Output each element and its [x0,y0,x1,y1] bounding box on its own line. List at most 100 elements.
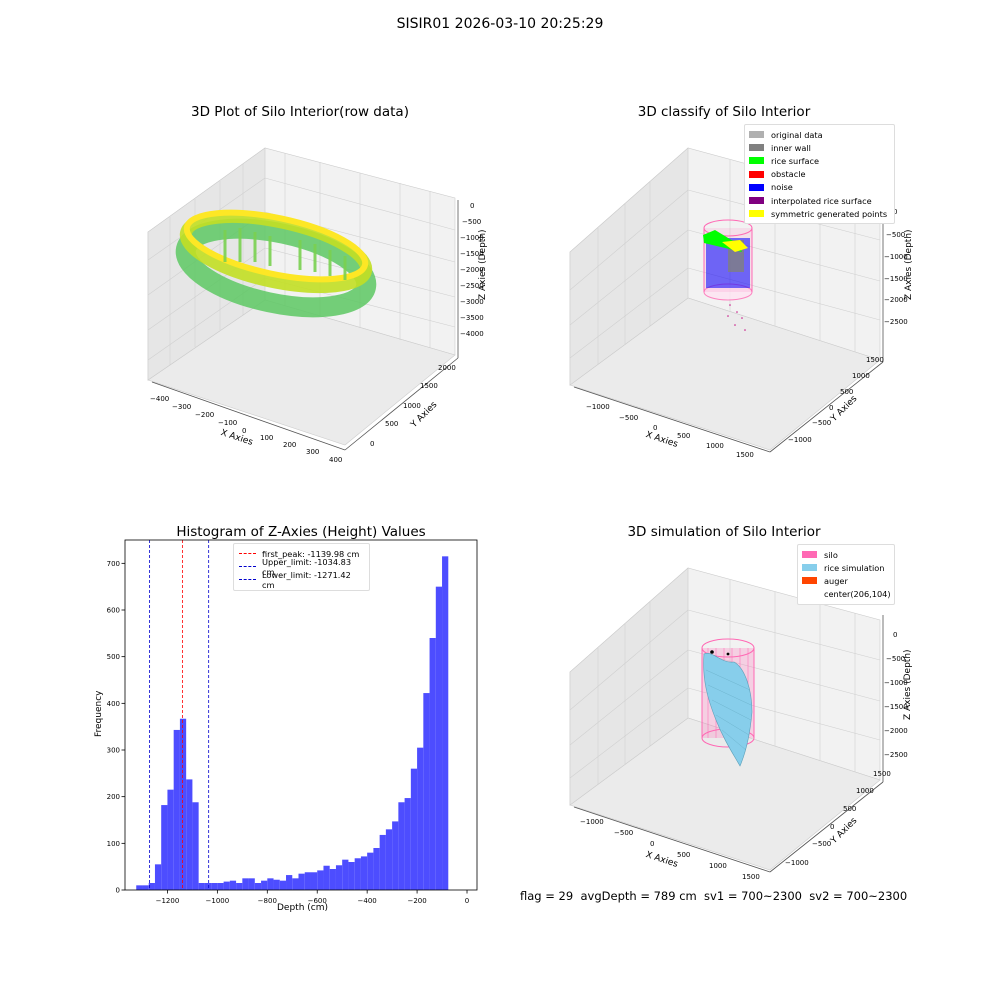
raw-ytick: 0 [370,440,375,448]
legend-item: first_peak: -1139.98 cm [239,547,364,560]
histogram-ytick-label: 700 [107,560,120,568]
raw-xtick: 200 [283,441,297,449]
histogram-bar [229,880,237,890]
histogram-bar [254,883,262,890]
histogram-bar [385,829,393,890]
sim-ytick: 1000 [856,787,874,795]
legend-line [239,579,256,581]
histogram-bar [360,856,368,890]
classify-ztick: −1000 [884,253,908,261]
legend-label: symmetric generated points [771,208,888,219]
histogram-bar [136,885,143,890]
sim-ztick: −500 [886,655,906,663]
histogram-xlabel: Depth (cm) [277,903,329,913]
raw-xtick: −100 [218,419,238,427]
sim-xtick: 1500 [742,873,760,881]
histogram-bar [267,878,274,890]
sim-ztick: 0 [893,631,898,639]
sim-xtick: 1000 [709,862,727,870]
classify-legend: original data inner wall rice surface ob… [744,124,895,225]
histogram-title: Histogram of Z-Axies (Height) Values [176,524,426,540]
legend-label: first_peak: -1139.98 cm [262,548,360,559]
histogram-bar [435,586,443,890]
classify-ztick: −500 [886,231,906,239]
histogram-bar [335,865,343,890]
histogram-bar [398,802,405,890]
histogram-bar [417,747,424,890]
legend-label: rice simulation [824,562,885,573]
classify-xtick: 0 [653,424,658,432]
histogram-bar [304,872,311,890]
sim-xtick: 0 [650,840,655,848]
raw-xtick: −200 [195,411,215,419]
histogram-bar [342,859,349,890]
sim-ztick: −1000 [884,679,908,687]
raw-ztick: −1000 [460,234,484,242]
raw-ytick: 1000 [403,402,421,410]
sim-ztick: −2500 [884,751,908,759]
legend-label: original data [771,129,823,140]
histogram-bar [310,872,318,890]
histogram-bar [298,873,305,890]
raw-ztick: −4000 [460,330,484,338]
raw-ytick: 1500 [420,382,438,390]
legend-line [239,553,256,555]
raw-xtick: −400 [150,395,170,403]
histogram-bar [323,865,330,890]
legend-label: interpolated rice surface [771,195,872,206]
classify-ztick: −2500 [884,318,908,326]
classify-ytick: 0 [829,404,834,412]
legend-label: center(206,104) [824,589,891,600]
classify-xtick: −500 [619,414,639,422]
legend-swatch [749,144,764,152]
sim-ztick: −2000 [884,727,908,735]
histogram-bar [410,768,418,890]
histogram-bar [186,779,193,890]
status-footer: flag = 29 avgDepth = 789 cm sv1 = 700~23… [520,889,908,903]
histogram-bar [261,880,268,890]
legend-item: symmetric generated points [749,207,890,220]
histogram-bar [429,638,436,890]
histogram-bar [161,805,168,890]
histogram-ytick-label: 0 [116,887,120,895]
classify-ztick: −2000 [884,296,908,304]
legend-line [239,566,256,568]
sim-ztick: −1500 [884,703,908,711]
legend-item: auger [802,574,890,587]
histogram-ytick-label: 200 [107,793,120,801]
legend-swatch [802,551,817,559]
classify-ztick: −1500 [884,275,908,283]
histogram-ytick-label: 100 [107,840,120,848]
legend-label: rice surface [771,155,820,166]
classify-xtick: 500 [677,432,691,440]
histogram-xtick-label: −800 [258,897,277,905]
histogram-ytick-label: 300 [107,747,120,755]
sim-ytick: 500 [843,805,857,813]
histogram-bar [423,693,430,890]
histogram-bar [286,875,293,890]
legend-label: Upper_limit: -1034.83 cm [262,556,352,577]
histogram-bar [173,729,180,890]
classify-xtick: 1000 [706,442,724,450]
sim-ytick: −500 [812,840,832,848]
legend-label: obstacle [771,169,806,180]
raw-ztick: −3000 [460,298,484,306]
legend-item: noise [749,181,890,194]
histogram-bar [142,885,149,890]
classify-plot-title: 3D classify of Silo Interior [637,104,811,120]
classify-xtick: 1500 [736,451,754,459]
legend-swatch [749,170,764,178]
histogram-bar [404,798,411,890]
histogram-bar [354,858,361,890]
histogram-ytick-label: 600 [107,607,120,615]
legend-item: Lower_limit: -1271.42 cm [239,570,364,590]
histogram-bar [367,852,374,890]
raw-ztick: −1500 [460,250,484,258]
histogram-bar [373,848,380,890]
legend-label: Lower_limit: -1271.42 cm [262,569,351,590]
legend-label: inner wall [771,142,811,153]
raw-xtick: 0 [242,427,247,435]
